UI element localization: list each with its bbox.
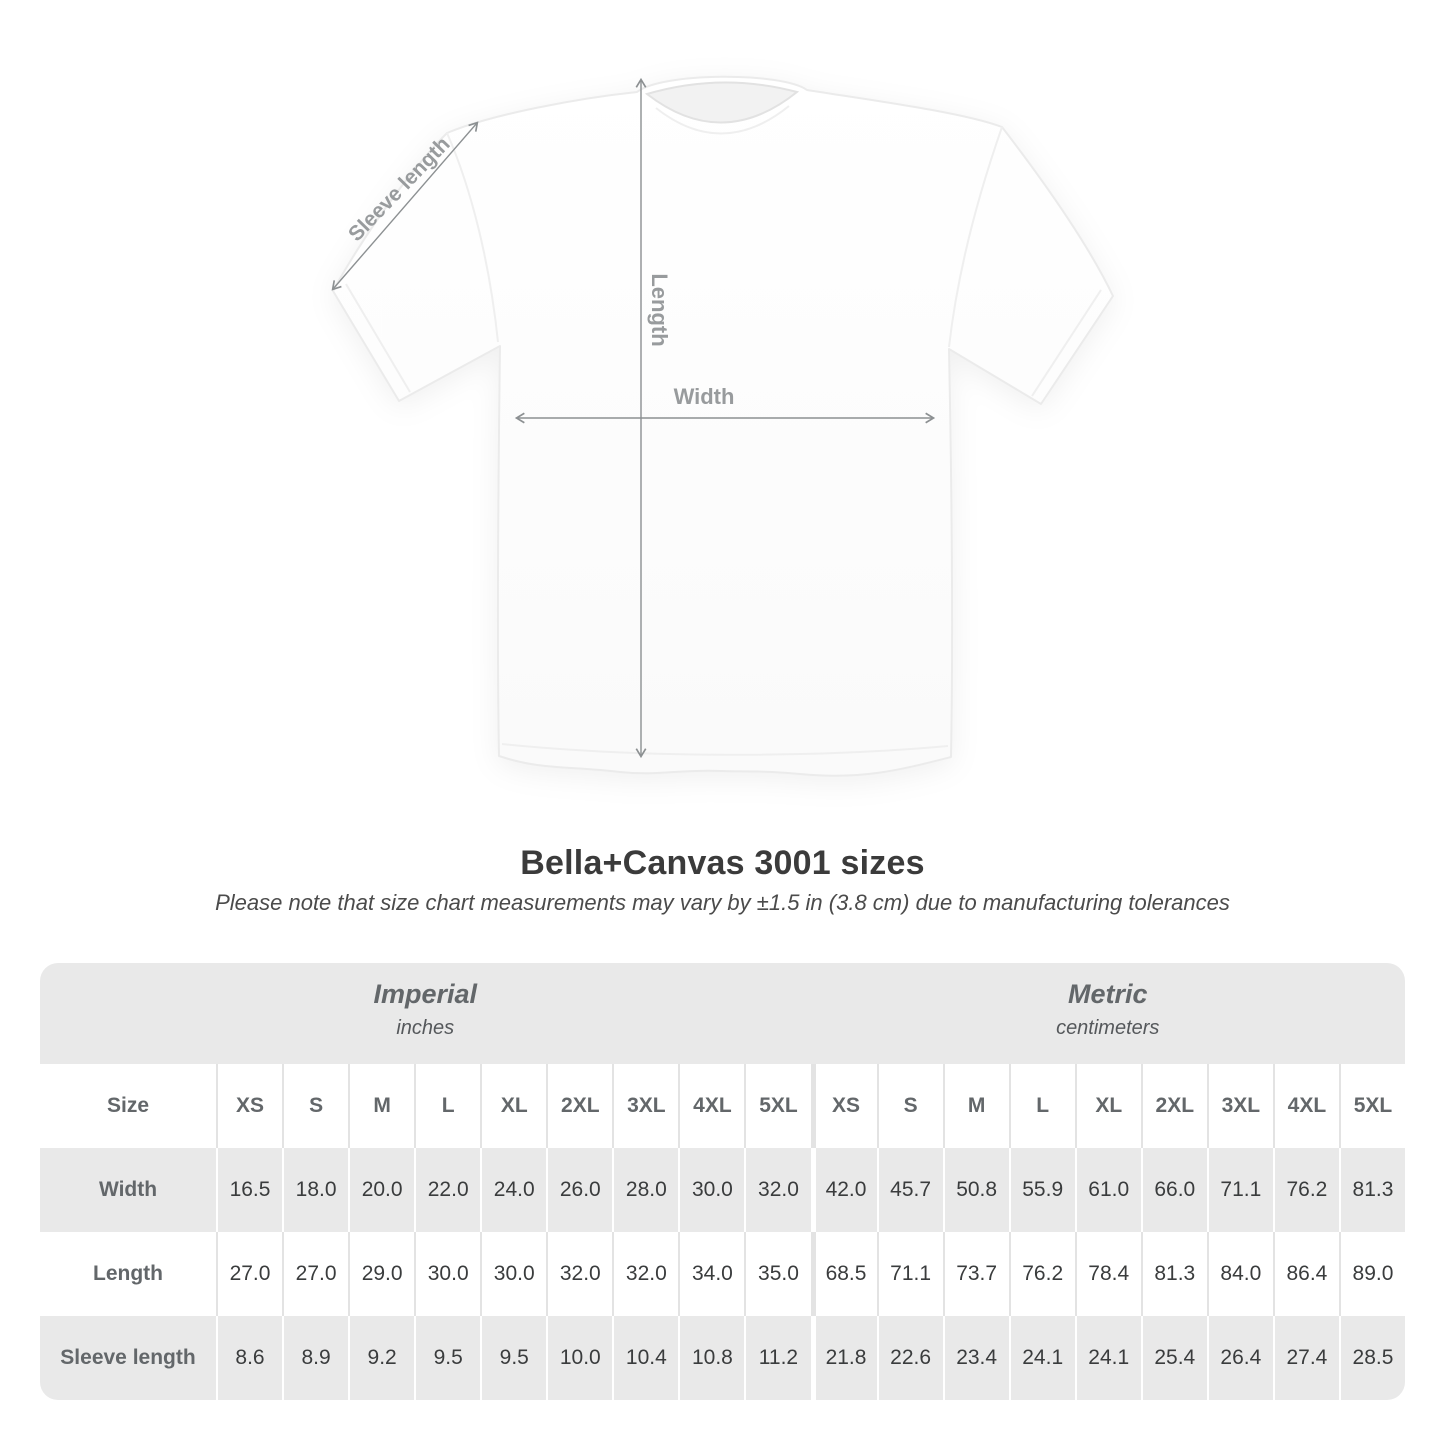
value-cell: 34.0: [678, 1232, 745, 1316]
value-cell: 23.4: [942, 1316, 1009, 1400]
size-header-imperial-3xl: 3XL: [612, 1064, 679, 1148]
size-header-imperial-l: L: [414, 1064, 481, 1148]
size-header-imperial-s: S: [282, 1064, 349, 1148]
value-cell: 26.4: [1206, 1316, 1273, 1400]
value-cell: 10.0: [546, 1316, 613, 1400]
size-header-metric-2xl: 2XL: [1140, 1064, 1207, 1148]
size-header-metric-l: L: [1008, 1064, 1075, 1148]
tshirt-diagram-svg: Sleeve length Length Width: [331, 75, 1114, 777]
page-title: Bella+Canvas 3001 sizes: [520, 844, 925, 882]
right-cuff-stitch: [1031, 289, 1102, 397]
value-cell: 25.4: [1140, 1316, 1207, 1400]
value-cell: 81.3: [1338, 1148, 1405, 1232]
value-cell: 11.2: [744, 1316, 811, 1400]
value-cell: 50.8: [942, 1148, 1009, 1232]
size-header-imperial-xs: XS: [216, 1064, 283, 1148]
value-cell: 22.6: [876, 1316, 943, 1400]
value-cell: 78.4: [1074, 1232, 1141, 1316]
size-column-header: Size: [40, 1064, 216, 1148]
metric-unit-header: Metric centimeters: [810, 963, 1405, 1064]
size-header-metric-xl: XL: [1074, 1064, 1141, 1148]
value-cell: 55.9: [1008, 1148, 1075, 1232]
metric-sublabel: centimeters: [1056, 1017, 1160, 1039]
size-header-metric-5xl: 5XL: [1338, 1064, 1405, 1148]
tshirt-illustration: [332, 75, 1114, 777]
collar-band-stitch: [655, 105, 790, 135]
value-cell: 10.8: [678, 1316, 745, 1400]
size-header-imperial-xl: XL: [480, 1064, 547, 1148]
value-cell: 24.1: [1074, 1316, 1141, 1400]
size-header-imperial-2xl: 2XL: [546, 1064, 613, 1148]
value-cell: 8.9: [282, 1316, 349, 1400]
value-cell: 16.5: [216, 1148, 283, 1232]
value-cell: 42.0: [810, 1148, 877, 1232]
value-cell: 27.0: [282, 1232, 349, 1316]
value-cell: 27.0: [216, 1232, 283, 1316]
width-label: Width: [674, 384, 735, 409]
value-cell: 20.0: [348, 1148, 415, 1232]
value-cell: 8.6: [216, 1316, 283, 1400]
size-header-metric-3xl: 3XL: [1206, 1064, 1273, 1148]
size-header-metric-m: M: [942, 1064, 1009, 1148]
value-cell: 29.0: [348, 1232, 415, 1316]
value-cell: 9.5: [414, 1316, 481, 1400]
value-cell: 24.1: [1008, 1316, 1075, 1400]
value-cell: 9.2: [348, 1316, 415, 1400]
value-cell: 30.0: [414, 1232, 481, 1316]
value-cell: 61.0: [1074, 1148, 1141, 1232]
value-cell: 10.4: [612, 1316, 679, 1400]
left-cuff-stitch: [345, 283, 411, 393]
value-cell: 71.1: [1206, 1148, 1273, 1232]
value-cell: 32.0: [744, 1148, 811, 1232]
size-header-metric-4xl: 4XL: [1272, 1064, 1339, 1148]
value-cell: 26.0: [546, 1148, 613, 1232]
collar-opening: [644, 81, 800, 124]
size-table: Imperial inches Metric centimeters Size X…: [40, 963, 1405, 1400]
size-header-metric-xs: XS: [810, 1064, 877, 1148]
value-cell: 21.8: [810, 1316, 877, 1400]
length-label: Length: [647, 273, 672, 346]
value-cell: 71.1: [876, 1232, 943, 1316]
size-header-metric-s: S: [876, 1064, 943, 1148]
metric-label: Metric: [1067, 979, 1148, 1009]
value-cell: 35.0: [744, 1232, 811, 1316]
value-cell: 73.7: [942, 1232, 1009, 1316]
row-label-length: Length: [40, 1232, 216, 1316]
value-cell: 68.5: [810, 1232, 877, 1316]
imperial-label: Imperial: [373, 979, 478, 1009]
value-cell: 84.0: [1206, 1232, 1273, 1316]
page-subtitle: Please note that size chart measurements…: [215, 890, 1230, 915]
tshirt-measurement-diagram: Sleeve length Length Width: [331, 75, 1114, 777]
size-header-imperial-5xl: 5XL: [744, 1064, 811, 1148]
hem-stitch: [501, 743, 949, 756]
value-cell: 27.4: [1272, 1316, 1339, 1400]
value-cell: 9.5: [480, 1316, 547, 1400]
right-sleeve-seam: [948, 126, 1003, 348]
value-cell: 18.0: [282, 1148, 349, 1232]
value-cell: 76.2: [1008, 1232, 1075, 1316]
value-cell: 28.5: [1338, 1316, 1405, 1400]
value-cell: 45.7: [876, 1148, 943, 1232]
size-header-imperial-4xl: 4XL: [678, 1064, 745, 1148]
value-cell: 24.0: [480, 1148, 547, 1232]
width-arrow: Width: [514, 384, 936, 424]
value-cell: 66.0: [1140, 1148, 1207, 1232]
tshirt-shape: [332, 75, 1114, 777]
imperial-unit-header: Imperial inches: [40, 963, 811, 1064]
imperial-sublabel: inches: [396, 1017, 455, 1039]
row-label-sleeve-length: Sleeve length: [40, 1316, 216, 1400]
value-cell: 22.0: [414, 1148, 481, 1232]
value-cell: 81.3: [1140, 1232, 1207, 1316]
size-header-imperial-m: M: [348, 1064, 415, 1148]
row-label-width: Width: [40, 1148, 216, 1232]
value-cell: 30.0: [678, 1148, 745, 1232]
value-cell: 32.0: [546, 1232, 613, 1316]
value-cell: 32.0: [612, 1232, 679, 1316]
value-cell: 30.0: [480, 1232, 547, 1316]
value-cell: 89.0: [1338, 1232, 1405, 1316]
value-cell: 86.4: [1272, 1232, 1339, 1316]
value-cell: 28.0: [612, 1148, 679, 1232]
value-cell: 76.2: [1272, 1148, 1339, 1232]
